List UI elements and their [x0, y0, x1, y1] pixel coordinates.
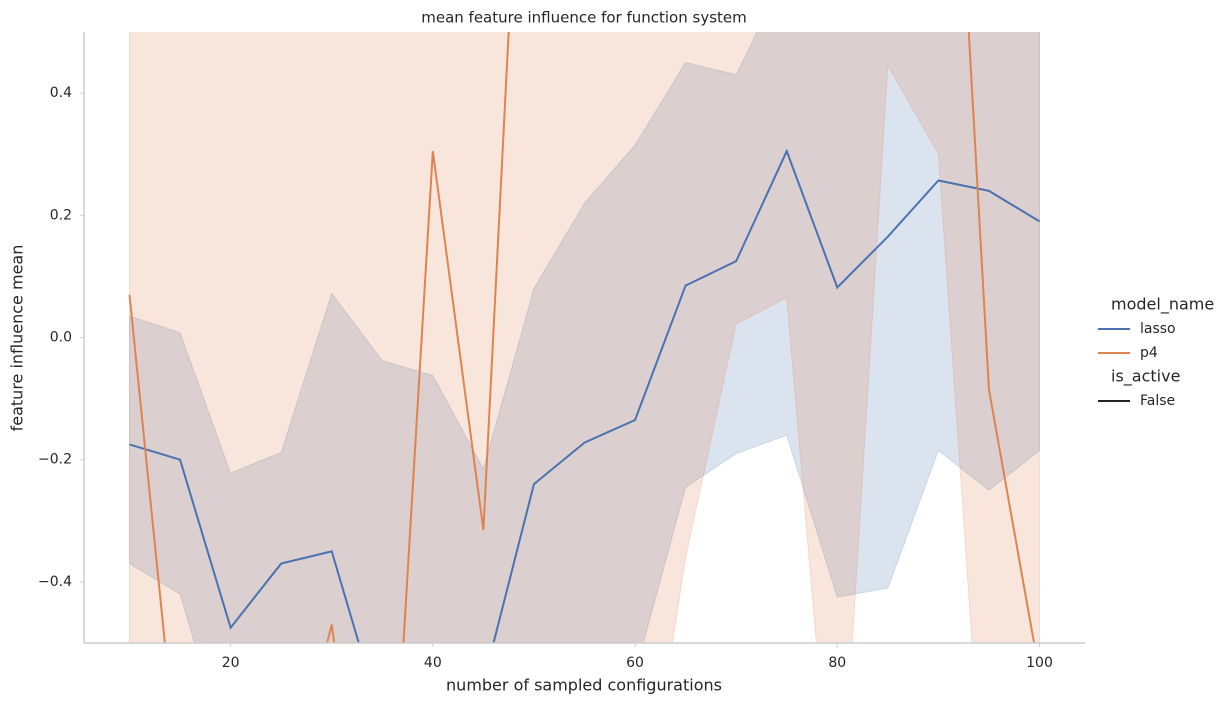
y-tick-label: 0.0	[50, 330, 72, 346]
y-axis-label: feature influence mean	[8, 245, 27, 432]
plot-area	[128, 32, 1041, 643]
y-tick-label: 0.4	[50, 85, 72, 101]
legend-title: is_active	[1111, 367, 1180, 387]
x-tick-label: 20	[222, 655, 240, 671]
x-tick-label: 100	[1026, 655, 1053, 671]
legend-label: False	[1140, 393, 1175, 409]
x-tick-label: 80	[828, 655, 846, 671]
legend-label: lasso	[1140, 321, 1176, 337]
chart-title: mean feature influence for function syst…	[421, 9, 747, 27]
confidence-band	[129, 32, 1040, 643]
legend-title: model_name	[1111, 295, 1214, 315]
y-tick-label: −0.2	[38, 452, 72, 468]
x-tick-label: 60	[626, 655, 644, 671]
legend-label: p4	[1140, 345, 1158, 361]
y-tick-label: 0.2	[50, 207, 72, 223]
line	[129, 148, 1041, 643]
x-tick-label: 40	[424, 655, 442, 671]
y-tick-label: −0.4	[38, 574, 72, 590]
confidence-band	[129, 32, 1040, 643]
x-axis-label: number of sampled configurations	[446, 676, 722, 695]
